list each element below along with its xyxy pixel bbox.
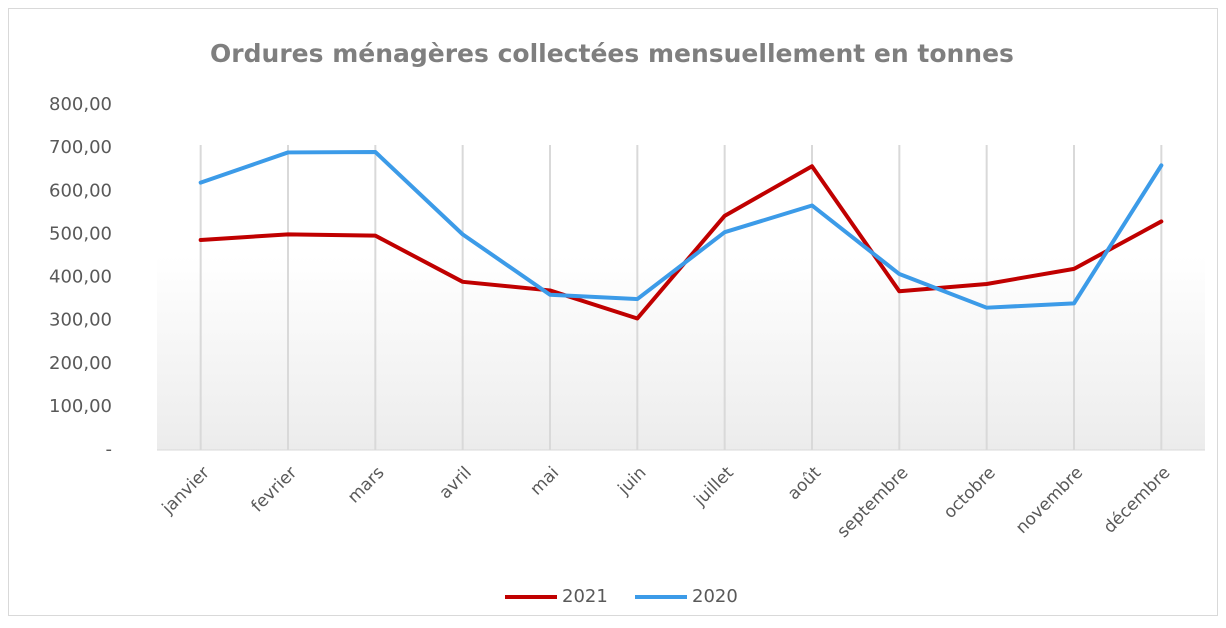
y-tick-label: - xyxy=(106,439,113,460)
chart-title: Ordures ménagères collectées mensuelleme… xyxy=(210,39,1014,68)
legend-label: 2021 xyxy=(562,586,608,607)
y-tick-label: 500,00 xyxy=(49,223,112,244)
y-tick-label: 700,00 xyxy=(49,137,112,158)
y-tick-label: 300,00 xyxy=(49,310,112,331)
y-tick-label: 800,00 xyxy=(49,94,112,115)
y-tick-label: 200,00 xyxy=(49,353,112,374)
y-tick-label: 100,00 xyxy=(49,396,112,417)
plot-background xyxy=(157,256,1205,450)
legend-label: 2020 xyxy=(692,586,738,607)
series-line xyxy=(198,150,1164,310)
y-tick-label: 600,00 xyxy=(49,180,112,201)
y-tick-label: 400,00 xyxy=(49,267,112,288)
